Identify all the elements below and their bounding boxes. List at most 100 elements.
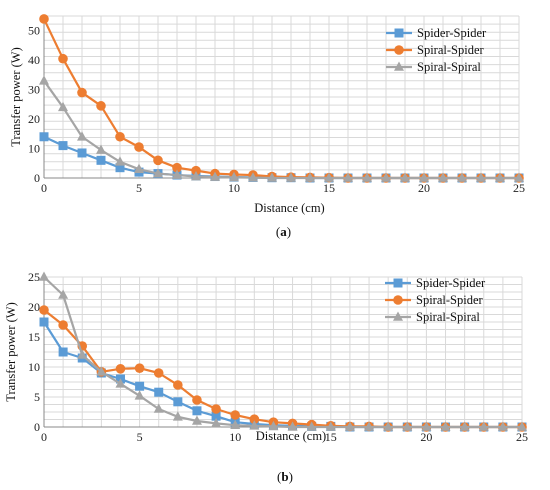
legend-marker [393, 311, 403, 321]
data-point [230, 419, 241, 429]
gridlines [43, 276, 523, 428]
panel-label: (b) [277, 469, 293, 484]
series-line [43, 135, 519, 180]
data-point [517, 421, 527, 431]
data-point [381, 172, 391, 182]
data-point [172, 169, 182, 179]
data-point [402, 421, 413, 431]
data-point [211, 404, 221, 414]
data-point [135, 381, 145, 391]
legend-item: Spiral-Spiral [386, 60, 481, 74]
data-point [457, 172, 467, 182]
data-point [383, 421, 394, 431]
data-point [134, 142, 144, 152]
y-axis-title: Transfer power (W) [9, 47, 23, 147]
data-point [419, 172, 429, 182]
data-point [459, 421, 470, 431]
data-point [58, 347, 68, 357]
y-tick-label: 20 [28, 300, 40, 314]
legend-marker [393, 295, 403, 305]
panel-label-open: ( [277, 469, 281, 484]
x-tick-label: 0 [41, 430, 47, 444]
data-point [115, 378, 126, 388]
y-tick-label: 15 [28, 330, 40, 344]
data-point [362, 172, 372, 182]
y-tick-label: 10 [28, 142, 40, 156]
data-point [476, 172, 486, 182]
y-tick-label: 0 [34, 420, 40, 434]
series-spiral-spiral [39, 271, 527, 431]
panel-label-letter: b [281, 469, 288, 484]
data-point [230, 410, 240, 420]
y-tick-label: 40 [28, 53, 40, 67]
data-point [287, 421, 298, 431]
panel-label-letter: a [280, 224, 287, 239]
data-point [344, 421, 355, 431]
x-tick-label: 20 [420, 430, 432, 444]
x-tick-label: 5 [137, 430, 143, 444]
x-axis-title: Distance (cm) [256, 429, 326, 443]
data-point [211, 411, 221, 421]
data-point [172, 411, 183, 421]
data-point [267, 172, 277, 182]
data-point [514, 172, 524, 182]
data-point [77, 148, 87, 158]
data-point [153, 155, 163, 166]
data-point [77, 87, 87, 98]
y-axis-title: Transfer power (W) [4, 302, 18, 402]
data-point [115, 364, 126, 374]
legend-item: Spider-Spider [385, 276, 486, 290]
data-point [229, 171, 239, 182]
legend-label: Spider-Spider [417, 26, 487, 40]
data-point [134, 163, 144, 173]
legend-marker [393, 278, 403, 288]
data-point [115, 131, 125, 142]
data-point [115, 156, 125, 166]
data-point [77, 131, 87, 141]
data-point [286, 172, 296, 182]
data-point [438, 172, 448, 182]
data-point [191, 415, 202, 425]
legend-item: Spiral-Spiral [385, 310, 480, 324]
data-point [96, 155, 106, 165]
panel-label-close: ) [287, 224, 291, 239]
x-axis-title: Distance (cm) [254, 201, 324, 215]
y-tick-label: 5 [34, 390, 40, 404]
data-point [248, 172, 258, 182]
data-point [324, 172, 334, 182]
data-point [440, 421, 451, 431]
data-point [134, 390, 145, 400]
data-point [154, 387, 164, 397]
data-point [77, 349, 88, 359]
data-point [249, 414, 260, 425]
x-tick-label: 10 [229, 430, 241, 444]
data-point [249, 420, 260, 430]
legend-label: Spiral-Spider [416, 293, 483, 307]
legend: Spider-Spider Spiral-Spider Spiral-Spiral [385, 276, 486, 324]
data-point [343, 172, 353, 182]
data-point [39, 317, 49, 327]
legend-marker [394, 45, 404, 55]
x-tick-label: 10 [228, 181, 240, 195]
data-point [39, 14, 49, 24]
legend-label: Spiral-Spiral [416, 310, 480, 324]
data-point [478, 421, 489, 431]
legend-label: Spiral-Spiral [417, 60, 481, 74]
data-point [96, 101, 106, 111]
panel-label-close: ) [289, 469, 293, 484]
x-tick-label: 0 [41, 181, 47, 195]
data-point [96, 144, 106, 154]
data-point [191, 165, 201, 176]
data-point [39, 305, 49, 315]
legend-marker [394, 61, 404, 71]
data-point [495, 172, 505, 182]
legend-item: Spider-Spider [386, 26, 487, 40]
data-point [191, 171, 201, 181]
data-point [268, 420, 279, 431]
x-tick-label: 5 [136, 181, 142, 195]
data-point [325, 421, 336, 431]
x-tick-label: 25 [513, 181, 525, 195]
data-point [192, 406, 202, 416]
x-tick-label: 25 [516, 430, 528, 444]
